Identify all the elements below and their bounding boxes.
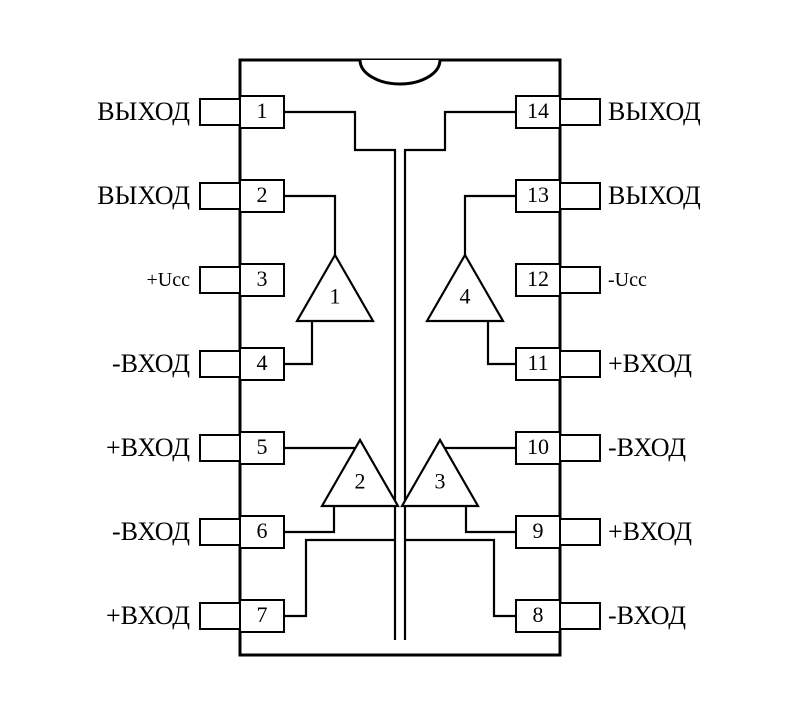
- pin-label-1: ВЫХОД: [97, 97, 190, 126]
- pin-number-11: 11: [527, 350, 548, 375]
- pin-tab-3: [200, 267, 240, 293]
- pin-label-13: ВЫХОД: [608, 181, 701, 210]
- pin-label-8: -ВХОД: [608, 601, 686, 630]
- pin-tab-11: [560, 351, 600, 377]
- pin-tab-2: [200, 183, 240, 209]
- pin-label-5: +ВХОД: [106, 433, 190, 462]
- pin-tab-10: [560, 435, 600, 461]
- pin-label-12: -Ucc: [608, 269, 647, 291]
- pin-number-9: 9: [533, 518, 544, 543]
- pin-tab-1: [200, 99, 240, 125]
- pin-tab-13: [560, 183, 600, 209]
- pin-number-1: 1: [257, 98, 268, 123]
- pin-number-13: 13: [527, 182, 549, 207]
- pin-label-7: +ВХОД: [106, 601, 190, 630]
- pin-label-4: -ВХОД: [112, 349, 190, 378]
- pin-label-6: -ВХОД: [112, 517, 190, 546]
- pin-label-14: ВЫХОД: [608, 97, 701, 126]
- pin-number-12: 12: [527, 266, 549, 291]
- pin-tab-4: [200, 351, 240, 377]
- pin-number-7: 7: [257, 602, 268, 627]
- pin-number-3: 3: [257, 266, 268, 291]
- opamp-label-2: 2: [355, 469, 366, 494]
- pin-tab-6: [200, 519, 240, 545]
- pin-number-5: 5: [257, 434, 268, 459]
- pin-label-10: -ВХОД: [608, 433, 686, 462]
- pin-label-2: ВЫХОД: [97, 181, 190, 210]
- pin-tab-14: [560, 99, 600, 125]
- pin-label-11: +ВХОД: [608, 349, 692, 378]
- ic-pinout-diagram: 1 ВЫХОД 2 ВЫХОД 3 +Ucc 4 -ВХОД 5 +ВХОД 6 -ВХОД 7 +ВХО…: [0, 0, 800, 715]
- pin-number-2: 2: [257, 182, 268, 207]
- pin-tab-8: [560, 603, 600, 629]
- opamp-label-1: 1: [330, 284, 341, 309]
- chip-body: [240, 60, 560, 655]
- pin-number-14: 14: [527, 98, 549, 123]
- pin-tab-7: [200, 603, 240, 629]
- pin-number-4: 4: [257, 350, 268, 375]
- pin-tab-9: [560, 519, 600, 545]
- opamp-label-4: 4: [460, 284, 471, 309]
- pin-number-10: 10: [527, 434, 549, 459]
- pin-tab-5: [200, 435, 240, 461]
- pin-number-8: 8: [533, 602, 544, 627]
- pin-tab-12: [560, 267, 600, 293]
- pin-label-3: +Ucc: [147, 269, 191, 291]
- opamp-label-3: 3: [435, 469, 446, 494]
- pin-label-9: +ВХОД: [608, 517, 692, 546]
- pin-number-6: 6: [257, 518, 268, 543]
